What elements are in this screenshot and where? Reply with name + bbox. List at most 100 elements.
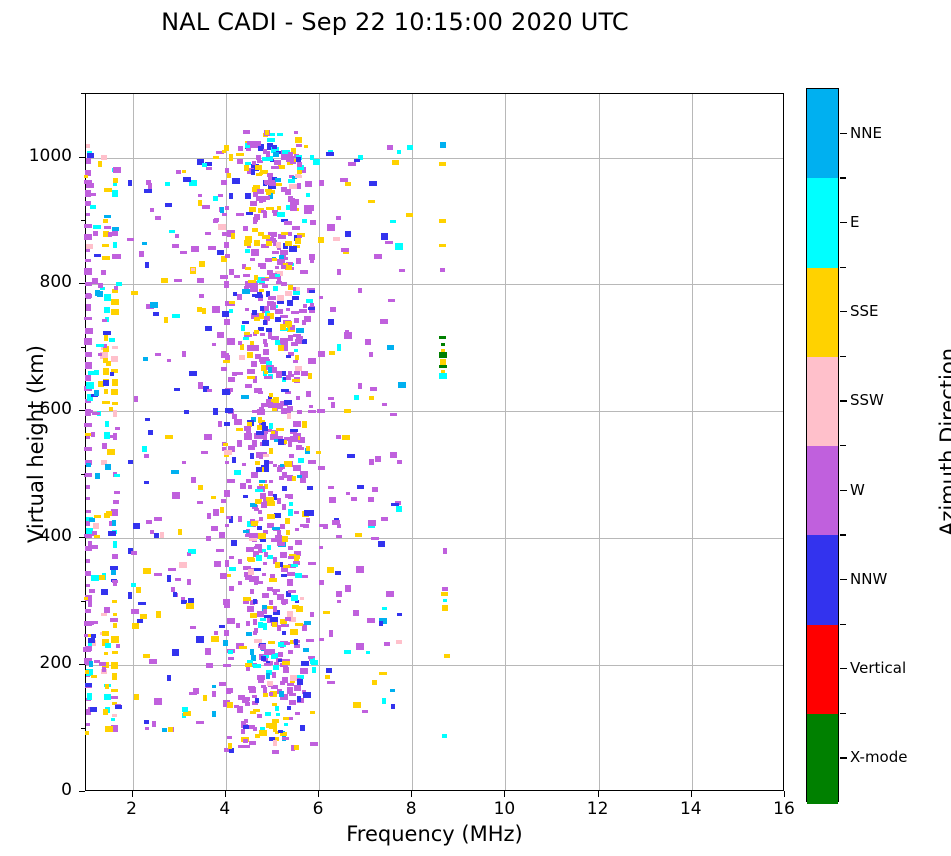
scatter-point bbox=[256, 431, 264, 436]
scatter-point bbox=[246, 621, 251, 627]
scatter-point bbox=[317, 409, 326, 414]
scatter-point bbox=[152, 312, 159, 317]
colorbar-segment[interactable] bbox=[807, 178, 838, 268]
scatter-point bbox=[275, 428, 284, 432]
scatter-point bbox=[85, 375, 92, 382]
scatter-point bbox=[438, 365, 447, 369]
scatter-point bbox=[168, 229, 175, 233]
scatter-point bbox=[104, 187, 113, 192]
scatter-point bbox=[263, 552, 268, 558]
scatter-point bbox=[278, 344, 285, 351]
plot-area[interactable] bbox=[83, 93, 784, 791]
scatter-point bbox=[237, 580, 242, 585]
scatter-point bbox=[286, 572, 295, 576]
scatter-point bbox=[86, 669, 94, 677]
colorbar-segment[interactable] bbox=[807, 267, 838, 358]
scatter-point bbox=[309, 711, 315, 715]
scatter-point bbox=[345, 492, 350, 496]
scatter-point bbox=[257, 326, 264, 331]
scatter-point bbox=[256, 713, 262, 718]
y-tick bbox=[79, 410, 85, 412]
scatter-point bbox=[87, 541, 92, 548]
scatter-point bbox=[272, 367, 278, 373]
scatter-point bbox=[84, 351, 92, 357]
colorbar-segment[interactable] bbox=[807, 356, 838, 447]
scatter-point bbox=[144, 720, 150, 725]
scatter-point bbox=[266, 672, 270, 679]
scatter-point bbox=[283, 598, 288, 603]
scatter-point bbox=[341, 247, 350, 252]
scatter-point bbox=[336, 268, 341, 275]
colorbar-segment[interactable] bbox=[807, 535, 838, 625]
scatter-point bbox=[186, 579, 191, 585]
scatter-point bbox=[287, 650, 293, 655]
colorbar-segment[interactable] bbox=[807, 624, 838, 715]
scatter-point bbox=[211, 685, 216, 689]
scatter-point bbox=[246, 521, 253, 527]
scatter-point bbox=[242, 596, 251, 601]
scatter-point bbox=[219, 624, 226, 628]
scatter-point bbox=[247, 444, 255, 450]
scatter-point bbox=[296, 335, 304, 340]
scatter-point bbox=[224, 574, 231, 578]
scatter-point bbox=[143, 188, 152, 193]
scatter-point bbox=[131, 609, 140, 615]
scatter-point bbox=[112, 714, 118, 718]
scatter-point bbox=[154, 573, 163, 576]
scatter-point bbox=[316, 450, 322, 454]
scatter-point bbox=[261, 685, 267, 689]
scatter-point bbox=[110, 299, 119, 306]
scatter-point bbox=[171, 491, 180, 499]
scatter-point bbox=[114, 473, 120, 477]
scatter-point bbox=[249, 710, 256, 714]
scatter-point bbox=[318, 546, 323, 550]
scatter-point bbox=[101, 400, 110, 404]
scatter-point bbox=[238, 146, 243, 152]
scatter-point bbox=[251, 655, 257, 662]
scatter-point bbox=[343, 250, 350, 254]
colorbar-segment[interactable] bbox=[807, 713, 838, 804]
scatter-point bbox=[406, 145, 413, 151]
scatter-point bbox=[293, 684, 301, 691]
scatter-point bbox=[308, 253, 315, 260]
colorbar-segment[interactable] bbox=[807, 89, 838, 179]
scatter-point bbox=[224, 354, 230, 361]
y-tick bbox=[79, 283, 85, 285]
scatter-point bbox=[171, 314, 180, 319]
scatter-point bbox=[438, 373, 447, 380]
scatter-point bbox=[99, 351, 108, 359]
scatter-point bbox=[202, 205, 211, 210]
scatter-point bbox=[258, 406, 264, 411]
scatter-point bbox=[85, 144, 90, 149]
scatter-point bbox=[296, 444, 303, 450]
scatter-point bbox=[253, 550, 260, 557]
scatter-point bbox=[282, 371, 287, 377]
scatter-point bbox=[150, 208, 155, 213]
scatter-point bbox=[254, 329, 260, 334]
scatter-point bbox=[126, 238, 134, 242]
scatter-point bbox=[115, 705, 122, 710]
scatter-point bbox=[89, 544, 98, 549]
scatter-point bbox=[202, 386, 209, 393]
scatter-point bbox=[198, 293, 204, 298]
colorbar-tick bbox=[840, 757, 847, 759]
scatter-point bbox=[87, 601, 92, 608]
scatter-point bbox=[395, 501, 402, 506]
scatter-point bbox=[181, 460, 186, 464]
colorbar-segment[interactable] bbox=[807, 446, 838, 536]
scatter-point bbox=[272, 671, 277, 678]
scatter-point bbox=[281, 149, 290, 154]
scatter-point bbox=[275, 273, 281, 277]
scatter-point bbox=[344, 182, 351, 187]
colorbar-boundary-tick bbox=[840, 266, 846, 268]
scatter-point bbox=[388, 298, 396, 302]
scatter-point bbox=[368, 181, 377, 186]
scatter-point bbox=[231, 413, 237, 419]
scatter-point bbox=[102, 243, 110, 247]
scatter-point bbox=[84, 432, 91, 436]
scatter-point bbox=[269, 617, 278, 622]
scatter-point bbox=[282, 486, 288, 491]
scatter-point bbox=[172, 244, 179, 249]
colorbar[interactable] bbox=[806, 88, 839, 804]
scatter-point bbox=[290, 342, 298, 347]
